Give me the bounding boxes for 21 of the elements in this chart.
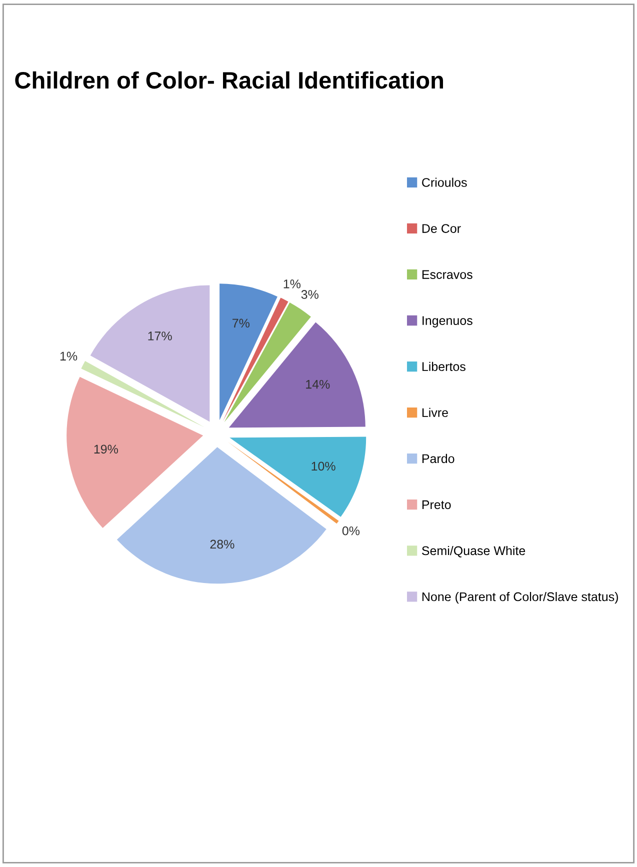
data-label: 19%	[94, 444, 118, 454]
data-label: 14%	[306, 380, 330, 389]
legend-label: Ingenuos	[422, 316, 472, 328]
data-label: 0%	[342, 526, 360, 536]
data-label: 7%	[232, 318, 250, 328]
data-label: 28%	[210, 540, 234, 549]
data-label: 1%	[284, 280, 300, 288]
legend-label: Crioulos	[422, 178, 467, 187]
legend-label: Livre	[422, 408, 448, 418]
legend-label: De Cor	[422, 224, 461, 233]
data-label: 3%	[301, 290, 318, 299]
legend-label: Pardo	[422, 454, 454, 464]
data-label: 1%	[60, 352, 78, 361]
legend-label: Libertos	[422, 362, 466, 372]
legend-label: Escravos	[422, 270, 472, 279]
legend-label: None (Parent of Color/Slave status)	[422, 592, 618, 604]
data-label: 17%	[148, 332, 172, 340]
data-label: 10%	[312, 462, 336, 471]
chart-title: Children of Color- Racial Identification	[15, 71, 444, 89]
legend-label: Preto	[422, 500, 451, 510]
legend-label: Semi/Quase White	[422, 546, 526, 558]
